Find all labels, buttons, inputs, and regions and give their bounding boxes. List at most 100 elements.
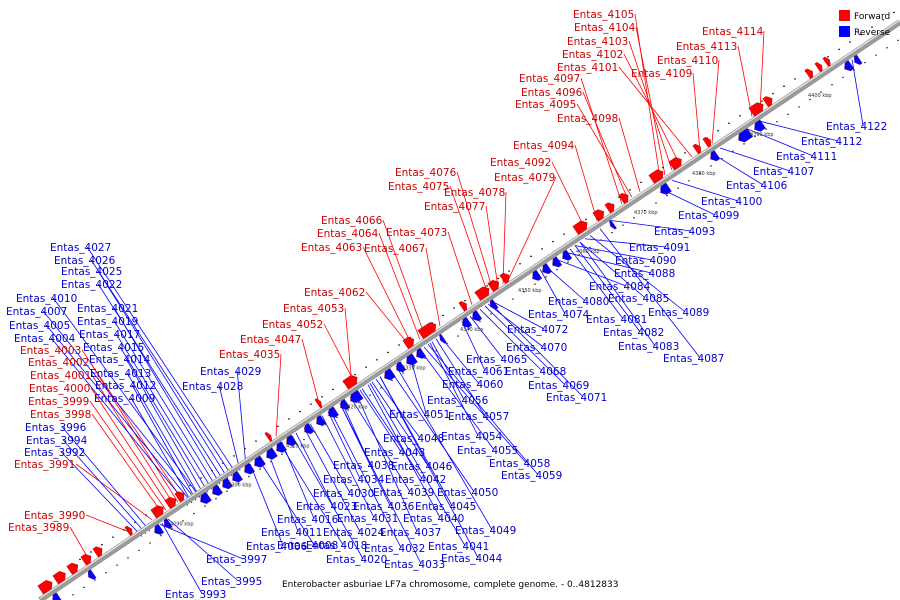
- reverse-gene-label[interactable]: Entas_4112: [801, 136, 862, 148]
- reverse-gene-label[interactable]: Entas_4061: [448, 366, 509, 378]
- forward-gene-block[interactable]: [814, 61, 825, 73]
- reverse-gene-label[interactable]: Entas_3997: [206, 554, 267, 566]
- forward-gene-block[interactable]: [52, 569, 69, 585]
- reverse-gene-label[interactable]: Entas_4022: [61, 279, 122, 291]
- forward-gene-label[interactable]: Entas_4094: [513, 140, 575, 152]
- forward-gene-label[interactable]: Entas_4047: [240, 334, 301, 346]
- reverse-gene-label[interactable]: Entas_4014: [89, 354, 151, 366]
- reverse-gene-label[interactable]: Entas_4070: [506, 342, 567, 354]
- reverse-gene-block[interactable]: [152, 523, 165, 537]
- reverse-gene-label[interactable]: Entas_4023: [296, 501, 357, 513]
- forward-gene-label[interactable]: Entas_4064: [317, 228, 379, 240]
- reverse-gene-block[interactable]: [86, 569, 97, 582]
- reverse-gene-label[interactable]: Entas_4107: [753, 166, 814, 178]
- reverse-gene-label[interactable]: Entas_4080: [548, 296, 609, 308]
- reverse-gene-label[interactable]: Entas_4069: [528, 380, 589, 392]
- reverse-gene-block[interactable]: [460, 316, 473, 330]
- reverse-gene-label[interactable]: Entas_4111: [776, 151, 837, 163]
- forward-gene-block[interactable]: [37, 578, 55, 595]
- reverse-gene-label[interactable]: Entas_4013: [90, 368, 151, 380]
- forward-gene-label[interactable]: Entas_4097: [519, 73, 580, 85]
- reverse-gene-label[interactable]: Entas_4093: [654, 226, 715, 238]
- reverse-gene-label[interactable]: Entas_4039: [373, 487, 434, 499]
- reverse-gene-label[interactable]: Entas_4082: [603, 327, 664, 339]
- forward-gene-block[interactable]: [648, 167, 666, 184]
- forward-gene-label[interactable]: Entas_4062: [304, 287, 365, 299]
- forward-gene-label[interactable]: Entas_4001: [30, 370, 91, 382]
- forward-gene-label[interactable]: Entas_4113: [676, 41, 737, 53]
- reverse-gene-label[interactable]: Entas_4011: [261, 527, 322, 539]
- reverse-gene-label[interactable]: Entas_4050: [437, 487, 498, 499]
- reverse-gene-label[interactable]: Entas_4044: [441, 553, 503, 565]
- reverse-gene-block[interactable]: [550, 256, 563, 270]
- forward-gene-block[interactable]: [499, 271, 512, 284]
- reverse-gene-label[interactable]: Entas_4007: [6, 306, 67, 318]
- reverse-gene-label[interactable]: Entas_4012: [95, 380, 156, 392]
- reverse-gene-block[interactable]: [242, 462, 255, 476]
- forward-gene-block[interactable]: [124, 525, 135, 536]
- reverse-gene-label[interactable]: Entas_4083: [618, 341, 679, 353]
- forward-gene-label[interactable]: Entas_3989: [8, 522, 69, 534]
- forward-gene-label[interactable]: Entas_4079: [494, 172, 555, 184]
- forward-gene-label[interactable]: Entas_4110: [657, 55, 718, 67]
- forward-gene-block[interactable]: [174, 489, 187, 503]
- reverse-gene-label[interactable]: Entas_4016: [277, 514, 339, 526]
- forward-gene-label[interactable]: Entas_4101: [557, 62, 618, 74]
- reverse-gene-label[interactable]: Entas_3993: [165, 589, 226, 600]
- forward-gene-label[interactable]: Entas_4077: [424, 201, 485, 213]
- reverse-gene-label[interactable]: Entas_4024: [323, 527, 385, 539]
- forward-gene-label[interactable]: Entas_4114: [702, 26, 764, 38]
- forward-gene-label[interactable]: Entas_4103: [567, 36, 628, 48]
- reverse-gene-block[interactable]: [326, 406, 339, 420]
- forward-gene-label[interactable]: Entas_4078: [444, 187, 505, 199]
- forward-gene-block[interactable]: [458, 300, 470, 312]
- forward-gene-label[interactable]: Entas_4073: [386, 227, 447, 239]
- reverse-gene-label[interactable]: Entas_4065: [466, 354, 527, 366]
- reverse-gene-label[interactable]: Entas_4056: [427, 395, 489, 407]
- reverse-gene-block[interactable]: [394, 361, 407, 374]
- reverse-gene-label[interactable]: Entas_4026: [54, 255, 116, 267]
- forward-gene-block[interactable]: [164, 495, 179, 510]
- forward-gene-block[interactable]: [762, 94, 775, 108]
- reverse-gene-label[interactable]: Entas_4090: [615, 255, 676, 267]
- reverse-gene-label[interactable]: Entas_4025: [61, 266, 122, 278]
- forward-gene-block[interactable]: [424, 320, 439, 335]
- reverse-gene-label[interactable]: Entas_4027: [50, 242, 111, 254]
- reverse-gene-label[interactable]: Entas_4089: [648, 307, 709, 319]
- reverse-gene-label[interactable]: Entas_4018: [306, 540, 367, 552]
- forward-gene-label[interactable]: Entas_3990: [24, 510, 85, 522]
- forward-gene-label[interactable]: Entas_4095: [515, 99, 576, 111]
- reverse-gene-label[interactable]: Entas_4006: [246, 541, 308, 553]
- forward-gene-block[interactable]: [668, 155, 685, 171]
- reverse-gene-label[interactable]: Entas_3995: [201, 576, 262, 588]
- reverse-gene-block[interactable]: [198, 491, 212, 506]
- reverse-gene-label[interactable]: Entas_3994: [26, 435, 88, 447]
- reverse-gene-label[interactable]: Entas_4005: [9, 320, 70, 332]
- forward-gene-label[interactable]: Entas_4052: [262, 319, 323, 331]
- reverse-gene-block[interactable]: [162, 518, 173, 531]
- reverse-gene-label[interactable]: Entas_4084: [589, 281, 651, 293]
- reverse-gene-label[interactable]: Entas_4054: [441, 431, 503, 443]
- forward-gene-label[interactable]: Entas_4098: [557, 113, 618, 125]
- forward-gene-block[interactable]: [618, 191, 631, 204]
- reverse-gene-block[interactable]: [252, 455, 266, 470]
- reverse-gene-label[interactable]: Entas_4021: [77, 303, 138, 315]
- forward-gene-label[interactable]: Entas_4075: [388, 181, 449, 193]
- reverse-gene-label[interactable]: Entas_4091: [629, 242, 690, 254]
- reverse-gene-label[interactable]: Entas_4036: [353, 501, 415, 513]
- forward-gene-block[interactable]: [822, 56, 833, 67]
- reverse-gene-block[interactable]: [852, 54, 863, 67]
- reverse-gene-label[interactable]: Entas_4058: [489, 458, 550, 470]
- forward-gene-block[interactable]: [702, 136, 714, 148]
- reverse-gene-label[interactable]: Entas_4046: [391, 461, 453, 473]
- reverse-gene-block[interactable]: [264, 447, 278, 462]
- reverse-gene-label[interactable]: Entas_4033: [384, 559, 445, 571]
- forward-gene-label[interactable]: Entas_4003: [20, 345, 81, 357]
- reverse-gene-label[interactable]: Entas_3992: [24, 447, 85, 459]
- reverse-gene-label[interactable]: Entas_4019: [77, 316, 138, 328]
- reverse-gene-label[interactable]: Entas_4004: [14, 333, 76, 345]
- reverse-gene-label[interactable]: Entas_4032: [364, 543, 425, 555]
- forward-gene-label[interactable]: Entas_4002: [28, 357, 89, 369]
- forward-gene-label[interactable]: Entas_4105: [573, 9, 634, 21]
- reverse-gene-block[interactable]: [338, 398, 351, 412]
